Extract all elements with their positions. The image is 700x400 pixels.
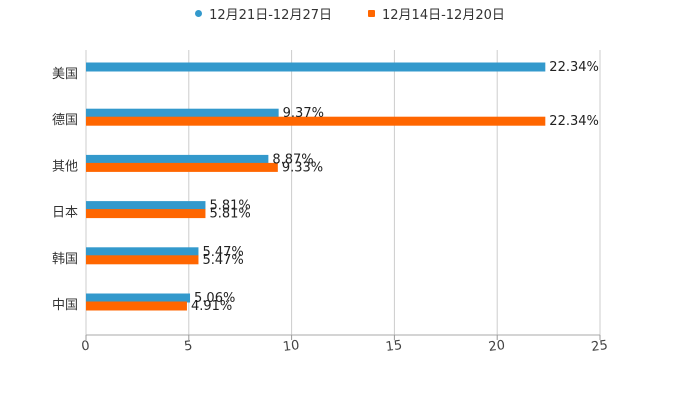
data-label-series-2-4: 5.47% — [202, 253, 243, 268]
category-label-3: 日本 — [52, 206, 78, 221]
bar-series-2-1 — [86, 116, 546, 126]
x-tick-label-20: 20 — [488, 338, 506, 355]
gridlines — [85, 50, 601, 336]
x-tick-label-25: 25 — [590, 338, 608, 355]
chart-legend: 12月21日-12月27日 12月14日-12月20日 — [0, 4, 700, 23]
legend-marker-series-2 — [368, 10, 375, 17]
x-axis-ticks: 0 5 10 15 20 25 — [81, 335, 609, 355]
bar-series-2-2 — [86, 162, 278, 172]
category-label-1: 德国 — [52, 113, 78, 128]
bar-series-2-3 — [86, 209, 206, 219]
data-label-series-1-1: 9.37% — [283, 106, 324, 121]
bar-series-2-5 — [86, 301, 187, 311]
data-label-series-1-5: 5.06% — [194, 291, 235, 306]
legend-label-series-2: 12月14日-12月20日 — [382, 8, 505, 23]
category-label-0: 美国 — [52, 67, 78, 82]
category-label-4: 韩国 — [52, 252, 78, 267]
category-label-5: 中国 — [52, 298, 78, 313]
bar-series-1-5 — [86, 293, 191, 303]
legend-item-series-2[interactable]: 12月14日-12月20日 — [368, 4, 505, 23]
data-label-series-2-2: 9.33% — [282, 160, 323, 175]
data-label-series-1-0: 22.34% — [549, 60, 599, 75]
data-label-series-2-1: 22.34% — [549, 114, 599, 129]
x-tick-label-15: 15 — [385, 338, 403, 355]
data-label-series-1-4: 5.47% — [202, 245, 243, 260]
bar-series-1-2 — [86, 154, 269, 164]
data-labels: 22.34% 9.37% 22.34% 8.87%9.33% 5.81%5.81% 5.4… — [191, 60, 599, 314]
legend-marker-series-1 — [195, 10, 203, 17]
x-tick-label-5: 5 — [183, 339, 193, 355]
category-label-2: 其他 — [52, 159, 78, 174]
data-label-series-1-3: 5.81% — [209, 199, 250, 214]
bar-series-1-4 — [86, 247, 199, 257]
x-tick-label-10: 10 — [282, 338, 300, 355]
x-tick-label-0: 0 — [81, 339, 91, 355]
data-label-series-2-5: 4.91% — [191, 299, 232, 314]
bars — [86, 62, 546, 311]
legend-label-series-1: 12月21日-12月27日 — [209, 8, 332, 23]
data-label-series-1-2: 8.87% — [272, 152, 313, 167]
bar-series-1-0 — [86, 62, 546, 72]
bar-series-2-4 — [86, 255, 199, 265]
bar-series-1-1 — [86, 108, 279, 118]
bar-series-1-3 — [86, 201, 206, 211]
data-label-series-2-3: 5.81% — [209, 207, 250, 222]
legend-item-series-1[interactable]: 12月21日-12月27日 — [195, 4, 332, 23]
